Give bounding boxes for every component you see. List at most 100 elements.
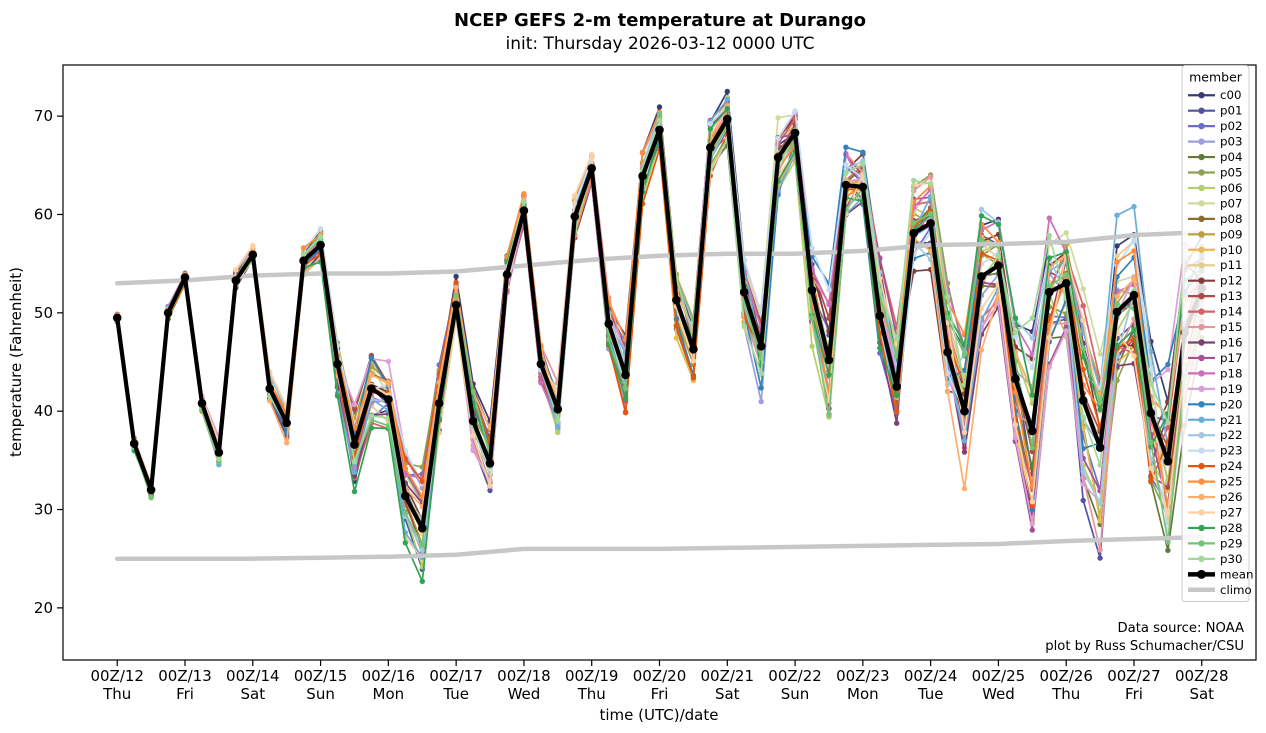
member-marker-p17 (1029, 527, 1036, 533)
legend-marker-p11 (1198, 262, 1205, 269)
legend-marker-p02 (1198, 122, 1205, 130)
legend-label-p23: p23 (1220, 444, 1243, 458)
member-marker-p30 (300, 252, 307, 258)
x-tick-day-00Z/26-Thu: Thu (1051, 685, 1080, 703)
member-marker-p27 (1012, 422, 1019, 428)
member-marker-p28 (724, 106, 730, 112)
member-marker-p23 (1029, 364, 1036, 371)
legend-marker-p22 (1198, 432, 1205, 439)
member-marker-p28 (1080, 354, 1086, 360)
member-marker-p29 (148, 494, 154, 500)
ensemble-mean-marker (994, 261, 1003, 270)
member-marker-p29 (826, 412, 832, 418)
member-marker-p15 (1063, 320, 1069, 327)
member-marker-p30 (1012, 329, 1019, 336)
legend-marker-p10 (1198, 246, 1205, 253)
ensemble-mean-marker (570, 212, 580, 221)
ensemble-mean-marker (587, 164, 596, 173)
member-marker-p26 (944, 388, 951, 395)
legend-marker-p04 (1198, 153, 1205, 161)
x-tick-label-00Z/18: 00Z/18 (497, 667, 551, 685)
member-marker-p23 (843, 161, 849, 168)
member-marker-p22 (419, 547, 425, 553)
legend-label-p06: p06 (1220, 181, 1243, 195)
legend-label-p27: p27 (1220, 506, 1243, 520)
member-marker-p28 (622, 395, 629, 402)
member-marker-p19 (351, 401, 358, 408)
legend-label-p26: p26 (1220, 490, 1243, 504)
x-tick-day-00Z/25-Wed: Wed (982, 685, 1015, 703)
member-marker-p21 (1131, 203, 1137, 210)
legend-label-p19: p19 (1220, 382, 1243, 396)
x-tick-day-00Z/18-Wed: Wed (508, 685, 541, 703)
x-tick-day-00Z/28-Sat: Sat (1189, 685, 1214, 703)
ensemble-mean-marker (1078, 396, 1088, 405)
ensemble-mean-marker (723, 114, 732, 124)
y-tick-label-20: 20 (34, 599, 53, 617)
member-marker-p07 (775, 115, 781, 121)
ensemble-mean-marker (1129, 290, 1139, 300)
member-marker-p29 (1165, 539, 1171, 545)
ensemble-mean-marker (129, 439, 139, 448)
x-tick-day-00Z/23-Mon: Mon (847, 685, 879, 703)
member-marker-p15 (927, 174, 934, 180)
ensemble-mean-marker (265, 384, 275, 393)
member-marker-p19 (1080, 481, 1086, 487)
credit-annotation: plot by Russ Schumacher/CSU (1045, 639, 1244, 654)
ensemble-mean-marker (350, 440, 359, 449)
member-marker-p27 (978, 305, 985, 312)
member-marker-p13 (1165, 484, 1171, 491)
legend-marker-p07 (1198, 200, 1205, 207)
ensemble-mean-marker (621, 370, 630, 380)
member-marker-p30 (521, 198, 527, 205)
member-marker-p24 (622, 410, 629, 416)
x-tick-label-00Z/27: 00Z/27 (1107, 667, 1161, 685)
member-marker-p24 (894, 408, 900, 415)
x-tick-day-00Z/19-Thu: Thu (577, 685, 606, 703)
legend-label-p10: p10 (1220, 243, 1243, 257)
x-tick-label-00Z/22: 00Z/22 (768, 667, 822, 685)
climo-upper-line (114, 229, 1205, 286)
legend-label-p04: p04 (1220, 150, 1243, 164)
member-marker-p28 (402, 540, 408, 546)
legend-marker-p18 (1198, 370, 1205, 377)
member-marker-p24 (690, 375, 697, 381)
legend-marker-p24 (1198, 462, 1205, 470)
member-marker-p30 (555, 418, 561, 424)
member-marker-p10 (1080, 425, 1086, 431)
x-tick-label-00Z/16: 00Z/16 (362, 667, 416, 685)
member-marker-p30 (944, 294, 951, 300)
ensemble-mean-marker (655, 125, 664, 135)
member-marker-p21 (555, 424, 561, 430)
member-marker-p28 (1131, 327, 1137, 333)
member-marker-p26 (1131, 276, 1137, 282)
member-marker-p30 (1148, 381, 1154, 387)
legend-label-p16: p16 (1220, 336, 1243, 350)
member-marker-p30 (656, 117, 663, 124)
member-marker-p29 (978, 237, 985, 243)
legend-title: member (1189, 70, 1243, 85)
member-marker-p30 (216, 456, 222, 462)
x-tick-day-00Z/21-Sat: Sat (715, 685, 740, 703)
legend-label-p22: p22 (1220, 428, 1243, 442)
member-marker-p28 (334, 393, 341, 399)
member-marker-p26 (284, 440, 290, 446)
ensemble-mean-marker (384, 395, 393, 404)
member-marker-p13 (1029, 448, 1036, 455)
legend-label-climo: climo (1220, 583, 1252, 597)
x-tick-label-00Z/17: 00Z/17 (429, 667, 483, 685)
member-marker-p27 (961, 429, 968, 435)
legend-label-p24: p24 (1220, 459, 1243, 473)
y-tick-label-40: 40 (34, 402, 53, 420)
member-marker-p30 (1097, 462, 1103, 468)
x-tick-day-00Z/17-Tue: Tue (442, 685, 469, 703)
member-marker-p23 (317, 226, 324, 232)
ensemble-mean-marker (858, 182, 868, 192)
legend-marker-p05 (1198, 169, 1205, 176)
member-marker-p27 (1029, 499, 1036, 505)
member-marker-p28 (1012, 315, 1019, 321)
ensemble-mean-marker (451, 300, 461, 310)
member-marker-p29 (606, 336, 612, 343)
member-marker-p10 (1097, 518, 1103, 524)
x-tick-label-00Z/12: 00Z/12 (90, 667, 144, 685)
